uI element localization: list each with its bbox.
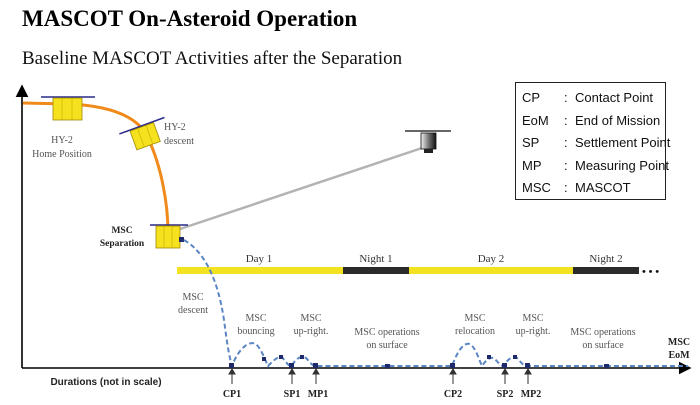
- day2-label: Day 2: [478, 253, 505, 265]
- legend-separator: :: [564, 135, 568, 150]
- hy2-home-label-1: HY-2: [51, 135, 73, 146]
- msc-separation-label-1: MSC: [111, 226, 132, 236]
- hy2-descent-label-1: HY-2: [164, 122, 186, 133]
- legend-definition: Contact Point: [575, 90, 654, 105]
- msc-trajectory: [183, 239, 688, 370]
- legend-row: CP: Contact Point: [522, 87, 665, 110]
- sp2-label: SP2: [497, 389, 514, 400]
- legend-definition: Measuring Point: [575, 157, 669, 173]
- night2-label: Night 2: [589, 253, 622, 265]
- day1-label: Day 1: [246, 253, 273, 265]
- legend-separator: :: [564, 180, 568, 195]
- msc-descent-label-2: descent: [178, 305, 208, 316]
- abbreviation-legend: CP: Contact Point EoM: End of Mission SP: Set…: [515, 82, 670, 200]
- hy2-descent-icon: [119, 116, 165, 151]
- trajectory-markers: [229, 355, 609, 368]
- upright2-label-1: MSC: [522, 313, 543, 324]
- mp1-label: MP1: [308, 389, 329, 400]
- lander-icon: [405, 130, 451, 153]
- eom-label-2: EoM: [668, 350, 690, 361]
- hy2-descent-path: [22, 101, 170, 234]
- relocation-label-2: relocation: [455, 326, 495, 337]
- x-axis-label: Durations (not in scale): [50, 377, 161, 388]
- relocation-label-1: MSC: [464, 313, 485, 324]
- legend-row: MSC: MASCOT: [522, 177, 665, 200]
- bouncing-label-1: MSC: [245, 313, 266, 324]
- ops2-label-1: MSC operations: [570, 327, 635, 338]
- hy2-home-label-2: Home Position: [32, 149, 92, 160]
- night1-label: Night 1: [359, 253, 392, 265]
- page-title: MASCOT On-Asteroid Operation: [22, 6, 358, 31]
- cp2-label: CP2: [444, 389, 462, 400]
- upright2-label-2: up-right.: [516, 326, 551, 337]
- hy2-home-icon: [41, 96, 95, 121]
- legend-row: MP: Measuring Point: [522, 155, 669, 178]
- legend-abbr: EoM: [522, 112, 549, 128]
- cp1-label: CP1: [223, 389, 241, 400]
- legend-abbr: MP: [522, 157, 542, 173]
- ops1-label-1: MSC operations: [354, 327, 419, 338]
- mp2-label: MP2: [521, 389, 542, 400]
- night2-segment: [573, 267, 639, 274]
- day1-segment: [177, 267, 343, 274]
- night1-segment: [343, 267, 409, 274]
- msc-separation-icon: [150, 224, 188, 249]
- legend-separator: :: [564, 90, 568, 105]
- bouncing-label-2: bouncing: [237, 326, 274, 337]
- legend-definition: Settlement Point: [575, 135, 671, 150]
- legend-separator: :: [564, 112, 568, 128]
- day2-segment: [409, 267, 573, 274]
- upright1-label-2: up-right.: [294, 326, 329, 337]
- point-arrows: [228, 368, 532, 384]
- ops1-label-2: on surface: [366, 340, 408, 351]
- link-line: [179, 144, 429, 231]
- legend-separator: :: [564, 157, 568, 173]
- legend-row: SP: Settlement Point: [522, 132, 670, 155]
- sp1-label: SP1: [284, 389, 301, 400]
- hy2-descent-label-2: descent: [164, 136, 194, 147]
- legend-definition: End of Mission: [575, 112, 661, 128]
- msc-descent-label-1: MSC: [182, 292, 203, 303]
- msc-separation-label-2: Separation: [100, 239, 145, 249]
- legend-definition: MASCOT: [575, 180, 631, 195]
- legend-abbr: MSC: [522, 180, 551, 195]
- bar-ellipsis: • • •: [642, 266, 659, 278]
- upright1-label-1: MSC: [300, 313, 321, 324]
- legend-abbr: SP: [522, 135, 540, 150]
- page-subtitle: Baseline MASCOT Activities after the Sep…: [22, 48, 403, 69]
- eom-label-1: MSC: [668, 337, 690, 348]
- legend-row: EoM: End of Mission: [522, 110, 665, 133]
- ops2-label-2: on surface: [582, 340, 624, 351]
- legend-abbr: CP: [522, 90, 541, 105]
